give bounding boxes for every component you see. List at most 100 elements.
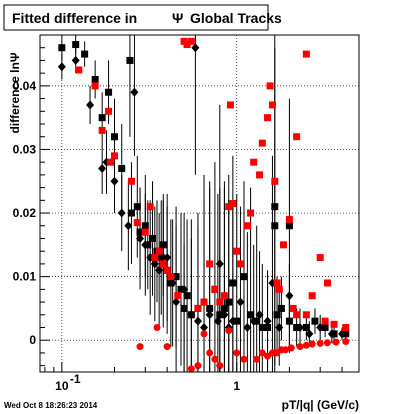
data-point-square — [250, 158, 258, 166]
data-point-square — [127, 177, 135, 185]
data-point-square — [264, 114, 272, 122]
data-point-square — [285, 215, 293, 223]
data-point-square — [302, 50, 310, 58]
data-point-square — [321, 323, 329, 331]
data-point-diamond — [150, 259, 159, 269]
data-point-diamond — [285, 291, 294, 301]
data-point-square — [258, 323, 266, 331]
data-point-diamond — [220, 310, 229, 320]
data-point-diamond — [263, 316, 272, 326]
data-markers — [57, 35, 350, 373]
data-point-circle — [206, 349, 214, 357]
data-point-diamond — [71, 55, 80, 65]
data-point-square — [167, 273, 175, 281]
data-point-diamond — [236, 297, 245, 307]
data-point-circle — [332, 338, 340, 346]
data-point-diamond — [338, 329, 347, 339]
data-point-square — [268, 101, 276, 109]
data-point-diamond — [316, 322, 325, 332]
data-point-square — [342, 323, 350, 331]
data-point-square — [75, 66, 83, 74]
data-point-square — [273, 279, 281, 287]
data-point-diamond — [228, 316, 237, 326]
data-point-square — [321, 317, 329, 325]
data-point-square — [236, 260, 244, 268]
data-point-diamond — [124, 221, 133, 231]
data-point-circle — [240, 355, 248, 363]
data-point-square — [58, 44, 66, 52]
data-point-square — [91, 82, 99, 90]
data-point-circle — [308, 340, 316, 348]
data-point-circle — [163, 343, 171, 351]
y-axis-title: difference lnΨ — [8, 52, 22, 133]
data-point-square — [163, 266, 171, 274]
data-point-square — [200, 298, 208, 306]
data-point-diamond — [187, 310, 196, 320]
data-point-diamond — [172, 297, 181, 307]
data-point-square — [266, 82, 274, 90]
data-point-square — [311, 317, 319, 325]
x-tick-label: 1 — [233, 379, 240, 393]
data-point-square — [107, 158, 115, 166]
data-point-square — [258, 139, 266, 147]
data-point-circle — [287, 344, 295, 352]
data-point-square — [98, 126, 106, 134]
data-point-square — [233, 247, 241, 255]
data-point-square — [146, 203, 154, 211]
y-tick-label: 0.03 — [13, 142, 37, 156]
data-point-circle — [211, 355, 219, 363]
data-point-diamond — [327, 329, 336, 339]
data-point-square — [133, 203, 141, 211]
data-point-square — [127, 209, 135, 217]
data-point-square — [273, 311, 281, 319]
data-point-diamond — [305, 329, 314, 339]
data-point-square — [240, 273, 248, 281]
data-point-square — [187, 37, 195, 45]
data-point-square — [81, 50, 89, 58]
timestamp: Wed Oct 8 18:26:23 2014 — [4, 401, 98, 410]
data-point-square — [111, 133, 119, 141]
data-point-diamond — [205, 310, 214, 320]
data-point-diamond — [191, 43, 200, 53]
data-point-square — [211, 285, 219, 293]
data-point-square — [225, 203, 233, 211]
y-tick-label: 0.02 — [13, 206, 37, 220]
data-point-square — [271, 203, 279, 211]
data-point-diamond — [200, 322, 209, 332]
data-point-square — [91, 76, 99, 84]
data-point-square — [229, 200, 237, 207]
data-point-square — [174, 292, 182, 300]
chart-title-suffix: Global Tracks — [190, 10, 282, 26]
data-point-square — [308, 292, 316, 300]
data-point-circle — [253, 355, 261, 363]
data-point-diamond — [155, 265, 164, 275]
data-point-diamond — [275, 322, 284, 332]
title-box — [3, 4, 269, 31]
data-point-diamond — [57, 62, 66, 72]
data-point-square — [302, 311, 310, 319]
data-point-square — [141, 228, 149, 236]
tick-labels: 0 0.01 0.02 0.03 0.04 10 -1 1 — [13, 79, 241, 393]
x-tick-label: 10 — [55, 379, 69, 393]
data-point-square — [105, 107, 113, 115]
data-point-diamond — [163, 253, 172, 263]
data-point-circle — [233, 349, 241, 357]
chart-title: Fitted difference in — [12, 10, 137, 26]
data-point-square — [151, 254, 159, 262]
data-point-diamond — [243, 322, 252, 332]
data-point-diamond — [249, 316, 258, 326]
data-point-square — [285, 222, 293, 230]
data-point-circle — [225, 327, 233, 335]
data-point-diamond — [296, 322, 305, 332]
data-point-square — [149, 234, 157, 242]
data-point-circle — [187, 365, 195, 373]
data-point-square — [72, 41, 80, 49]
data-point-circle — [323, 339, 331, 347]
data-point-circle — [316, 339, 324, 347]
data-point-square — [275, 285, 283, 293]
data-point-square — [247, 209, 255, 217]
data-point-square — [111, 152, 119, 160]
axes — [39, 34, 360, 373]
plot-frame — [39, 34, 360, 373]
